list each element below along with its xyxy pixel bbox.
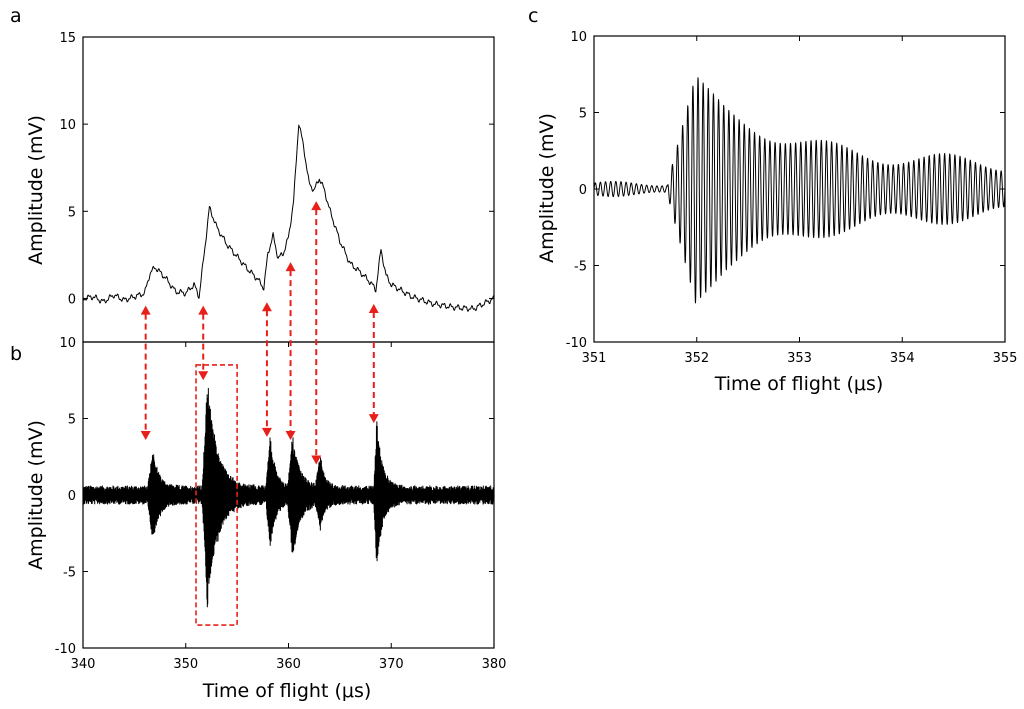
panel-b-xtick-label: 380	[482, 657, 507, 672]
panel-c-xtick-label: 353	[787, 351, 812, 366]
arrow-head-up	[261, 302, 272, 312]
panel-b-xlabel: Time of flight (μs)	[202, 680, 372, 702]
panel-c-letter: c	[528, 5, 538, 27]
correlation-arrow	[368, 303, 379, 424]
arrow-head-up	[140, 305, 151, 315]
panel-c-xlabel: Time of flight (μs)	[714, 373, 884, 395]
panel-b-ytick-label: -10	[55, 642, 76, 657]
arrow-head-down	[368, 414, 379, 424]
panel-a-envelope-line	[82, 124, 495, 312]
correlation-arrows	[140, 201, 379, 465]
correlation-arrow	[198, 305, 209, 381]
panel-a-ytick-label: 5	[68, 205, 76, 220]
panel-b-waveform-line	[82, 387, 495, 608]
panel-b-xtick-label: 370	[379, 657, 404, 672]
arrow-head-down	[261, 427, 272, 437]
panel-a-ytick-label: 15	[59, 31, 76, 46]
correlation-arrow	[140, 305, 151, 440]
panel-b-letter: b	[10, 343, 22, 365]
arrow-head-down	[140, 430, 151, 440]
arrow-head-down	[285, 430, 296, 440]
panel-b-ytick-label: 0	[68, 489, 76, 504]
panel-a-ytick-label: 0	[68, 292, 76, 307]
panel-b-xtick-label: 340	[71, 657, 96, 672]
panel-c-ytick-label: 5	[579, 107, 587, 122]
arrow-head-up	[285, 262, 296, 272]
correlation-arrow	[261, 302, 272, 437]
arrow-head-up	[311, 201, 322, 211]
panel-c-ylabel: Amplitude (mV)	[536, 113, 558, 263]
panel-a-ylabel: Amplitude (mV)	[25, 115, 47, 265]
panel-c-ytick-label: -10	[566, 336, 587, 351]
panel-a-ytick-label: 10	[59, 118, 76, 133]
panel-b-highlight-box	[195, 364, 238, 626]
panel-c-xtick-label: 354	[890, 351, 915, 366]
panel-c-plot: -10 -5 0 5 10 351 352 353 354 355	[566, 30, 1018, 366]
panel-c-ytick-label: -5	[574, 260, 587, 275]
panel-c-xtick-label: 355	[993, 351, 1018, 366]
arrow-head-down	[198, 371, 209, 381]
arrow-head-up	[198, 305, 209, 315]
arrow-head-down	[311, 455, 322, 465]
panel-c-ytick-label: 10	[570, 30, 587, 45]
panel-b-ytick-label: 10	[59, 336, 76, 351]
panel-c-waveform-line	[593, 77, 1006, 304]
panel-b-plot: -10 -5 0 5 10 340 350 360 370 380	[55, 336, 507, 672]
panel-c-ytick-label: 0	[579, 183, 587, 198]
panel-a-frame	[82, 36, 495, 343]
panel-a-letter: a	[10, 5, 22, 27]
panel-b-ytick-label: -5	[63, 566, 76, 581]
panel-c-xtick-label: 352	[684, 351, 709, 366]
panel-c-xtick-label: 351	[582, 351, 607, 366]
panel-b-xtick-label: 360	[276, 657, 301, 672]
correlation-arrow	[311, 201, 322, 465]
panel-b-ylabel: Amplitude (mV)	[25, 420, 47, 570]
panel-b-xtick-label: 350	[173, 657, 198, 672]
arrow-head-up	[368, 303, 379, 313]
correlation-arrow	[285, 262, 296, 440]
panel-a-plot: 0 5 10 15	[59, 31, 495, 343]
panel-b-ytick-label: 5	[68, 413, 76, 428]
